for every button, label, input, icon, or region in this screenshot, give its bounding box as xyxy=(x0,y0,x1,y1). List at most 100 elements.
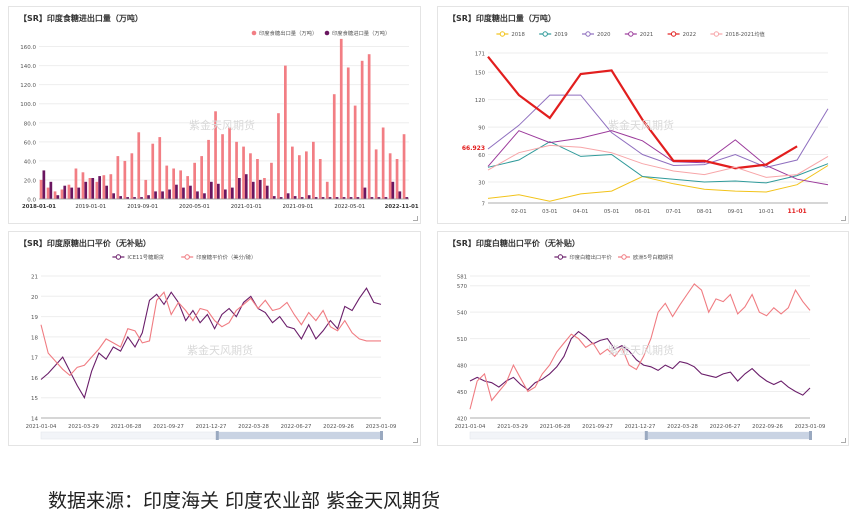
line-chart-white-sugar-parity: 印度白糖出口平价 欧洲5号白糖期货 420 450 480 510 540 570 581 202… xyxy=(455,253,826,440)
bar xyxy=(405,197,409,199)
x-tick-label: 08-01 xyxy=(697,209,712,215)
x-tick-label: 2023-01-09 xyxy=(795,424,826,430)
x-tick-label: 2021-01-04 xyxy=(26,424,57,430)
legend-marker xyxy=(557,254,564,260)
legend-label: 2020 xyxy=(597,32,611,38)
y-tick-label: 171 xyxy=(475,52,485,58)
x-tick-label: 2022-03-28 xyxy=(238,424,269,430)
legend-label: 2019 xyxy=(554,32,567,38)
resize-handle-icon[interactable] xyxy=(413,216,418,221)
zoom-slider-window[interactable] xyxy=(217,432,381,439)
legend-marker xyxy=(628,31,634,37)
y-tick-label: 18 xyxy=(31,335,38,341)
bar xyxy=(272,196,276,199)
x-tick-label: 2021-03-29 xyxy=(497,424,528,430)
bar xyxy=(339,38,343,200)
bar xyxy=(321,197,325,199)
bar xyxy=(221,134,224,199)
bar xyxy=(332,94,336,199)
bar xyxy=(228,127,231,199)
bar xyxy=(388,153,392,199)
x-tick-label: 2020-05-01 xyxy=(179,204,210,210)
bar xyxy=(279,197,283,199)
resize-handle-icon[interactable] xyxy=(841,438,846,443)
legend-marker xyxy=(115,254,122,260)
bar xyxy=(235,141,238,199)
bar xyxy=(314,197,318,199)
bar xyxy=(265,185,269,199)
zoom-slider-window[interactable] xyxy=(646,432,810,439)
bar xyxy=(214,111,217,199)
bar xyxy=(189,185,192,199)
series-line xyxy=(487,56,798,170)
bar xyxy=(116,156,120,199)
y-tick-label: 100.0 xyxy=(20,102,36,108)
legend-label: 2018 xyxy=(511,32,525,38)
y-tick-label: 120.0 xyxy=(20,83,36,89)
x-tick-label: 2022-11-01 xyxy=(385,204,419,210)
bar xyxy=(56,195,60,199)
x-tick-label: 2021-03-29 xyxy=(68,424,99,430)
y-tick-label: 450 xyxy=(457,390,468,396)
zoom-slider-handle[interactable] xyxy=(380,431,383,440)
x-tick-label: 2022-05-01 xyxy=(334,204,365,210)
zoom-slider-handle[interactable] xyxy=(215,431,219,440)
bar xyxy=(391,181,395,199)
resize-handle-icon[interactable] xyxy=(841,216,846,221)
x-tick-label: 2021-09-27 xyxy=(582,424,613,430)
bar xyxy=(84,181,88,199)
panel-title: 【SR】印度食糖进出口量（万吨） xyxy=(19,14,143,23)
bar xyxy=(291,146,294,199)
bar xyxy=(367,54,371,200)
y-tick-label: 19 xyxy=(31,315,38,321)
bar xyxy=(147,195,150,199)
line-chart-export-seasonal: 2018 2019 2020 2021 2022 2018-2021均值 7 30 60 90 12… xyxy=(462,30,829,215)
y-tick-label: 90 xyxy=(478,126,485,132)
bar xyxy=(130,153,134,199)
watermark: 紫金天风期货 xyxy=(608,344,674,357)
x-tick-label: 2021-06-28 xyxy=(540,424,571,430)
x-tick-label: 06-01 xyxy=(635,209,650,215)
bar xyxy=(342,197,346,199)
bar xyxy=(168,189,171,199)
x-tick-label: 2021-01-04 xyxy=(455,424,486,430)
zoom-slider-handle[interactable] xyxy=(809,431,812,440)
x-tick-label: 2022-03-28 xyxy=(667,424,698,430)
x-tick-label: 11-01 xyxy=(787,208,806,215)
series-line xyxy=(487,165,829,202)
x-tick-label: 2023-01-09 xyxy=(366,424,397,430)
y-tick-label: 40.0 xyxy=(24,159,37,165)
x-tick-label: 2019-01-01 xyxy=(75,204,106,210)
bar xyxy=(217,183,220,199)
bar xyxy=(242,146,245,199)
bar xyxy=(175,184,178,199)
legend-marker xyxy=(670,31,677,37)
bar xyxy=(346,67,350,199)
legend-label: 2022 xyxy=(683,32,696,38)
bar xyxy=(98,176,101,199)
bar xyxy=(203,193,206,199)
y-tick-label: 17 xyxy=(31,356,38,362)
y-tick-label: 21 xyxy=(31,275,38,281)
x-tick-label: 2022-09-26 xyxy=(752,424,783,430)
bar xyxy=(284,65,287,199)
y-tick-label: 540 xyxy=(457,311,468,317)
bar xyxy=(238,178,241,199)
bar xyxy=(182,187,185,199)
bar xyxy=(91,178,95,199)
bar xyxy=(126,197,129,199)
legend-label: 印度食糖出口量（万吨） xyxy=(259,29,317,37)
legend-marker xyxy=(184,254,190,260)
zoom-slider-handle[interactable] xyxy=(644,431,648,440)
y-tick-label: 120 xyxy=(475,98,486,104)
bar xyxy=(193,162,196,199)
bar xyxy=(161,191,164,199)
resize-handle-icon[interactable] xyxy=(413,438,418,443)
highlight-value-label: 66.923 xyxy=(462,145,485,152)
y-tick-label: 7 xyxy=(482,202,485,208)
bar xyxy=(88,178,92,199)
series-line xyxy=(487,130,829,186)
bar xyxy=(370,197,374,199)
series-line xyxy=(487,141,829,184)
legend-label: 印度食糖进口量（万吨） xyxy=(332,29,390,37)
